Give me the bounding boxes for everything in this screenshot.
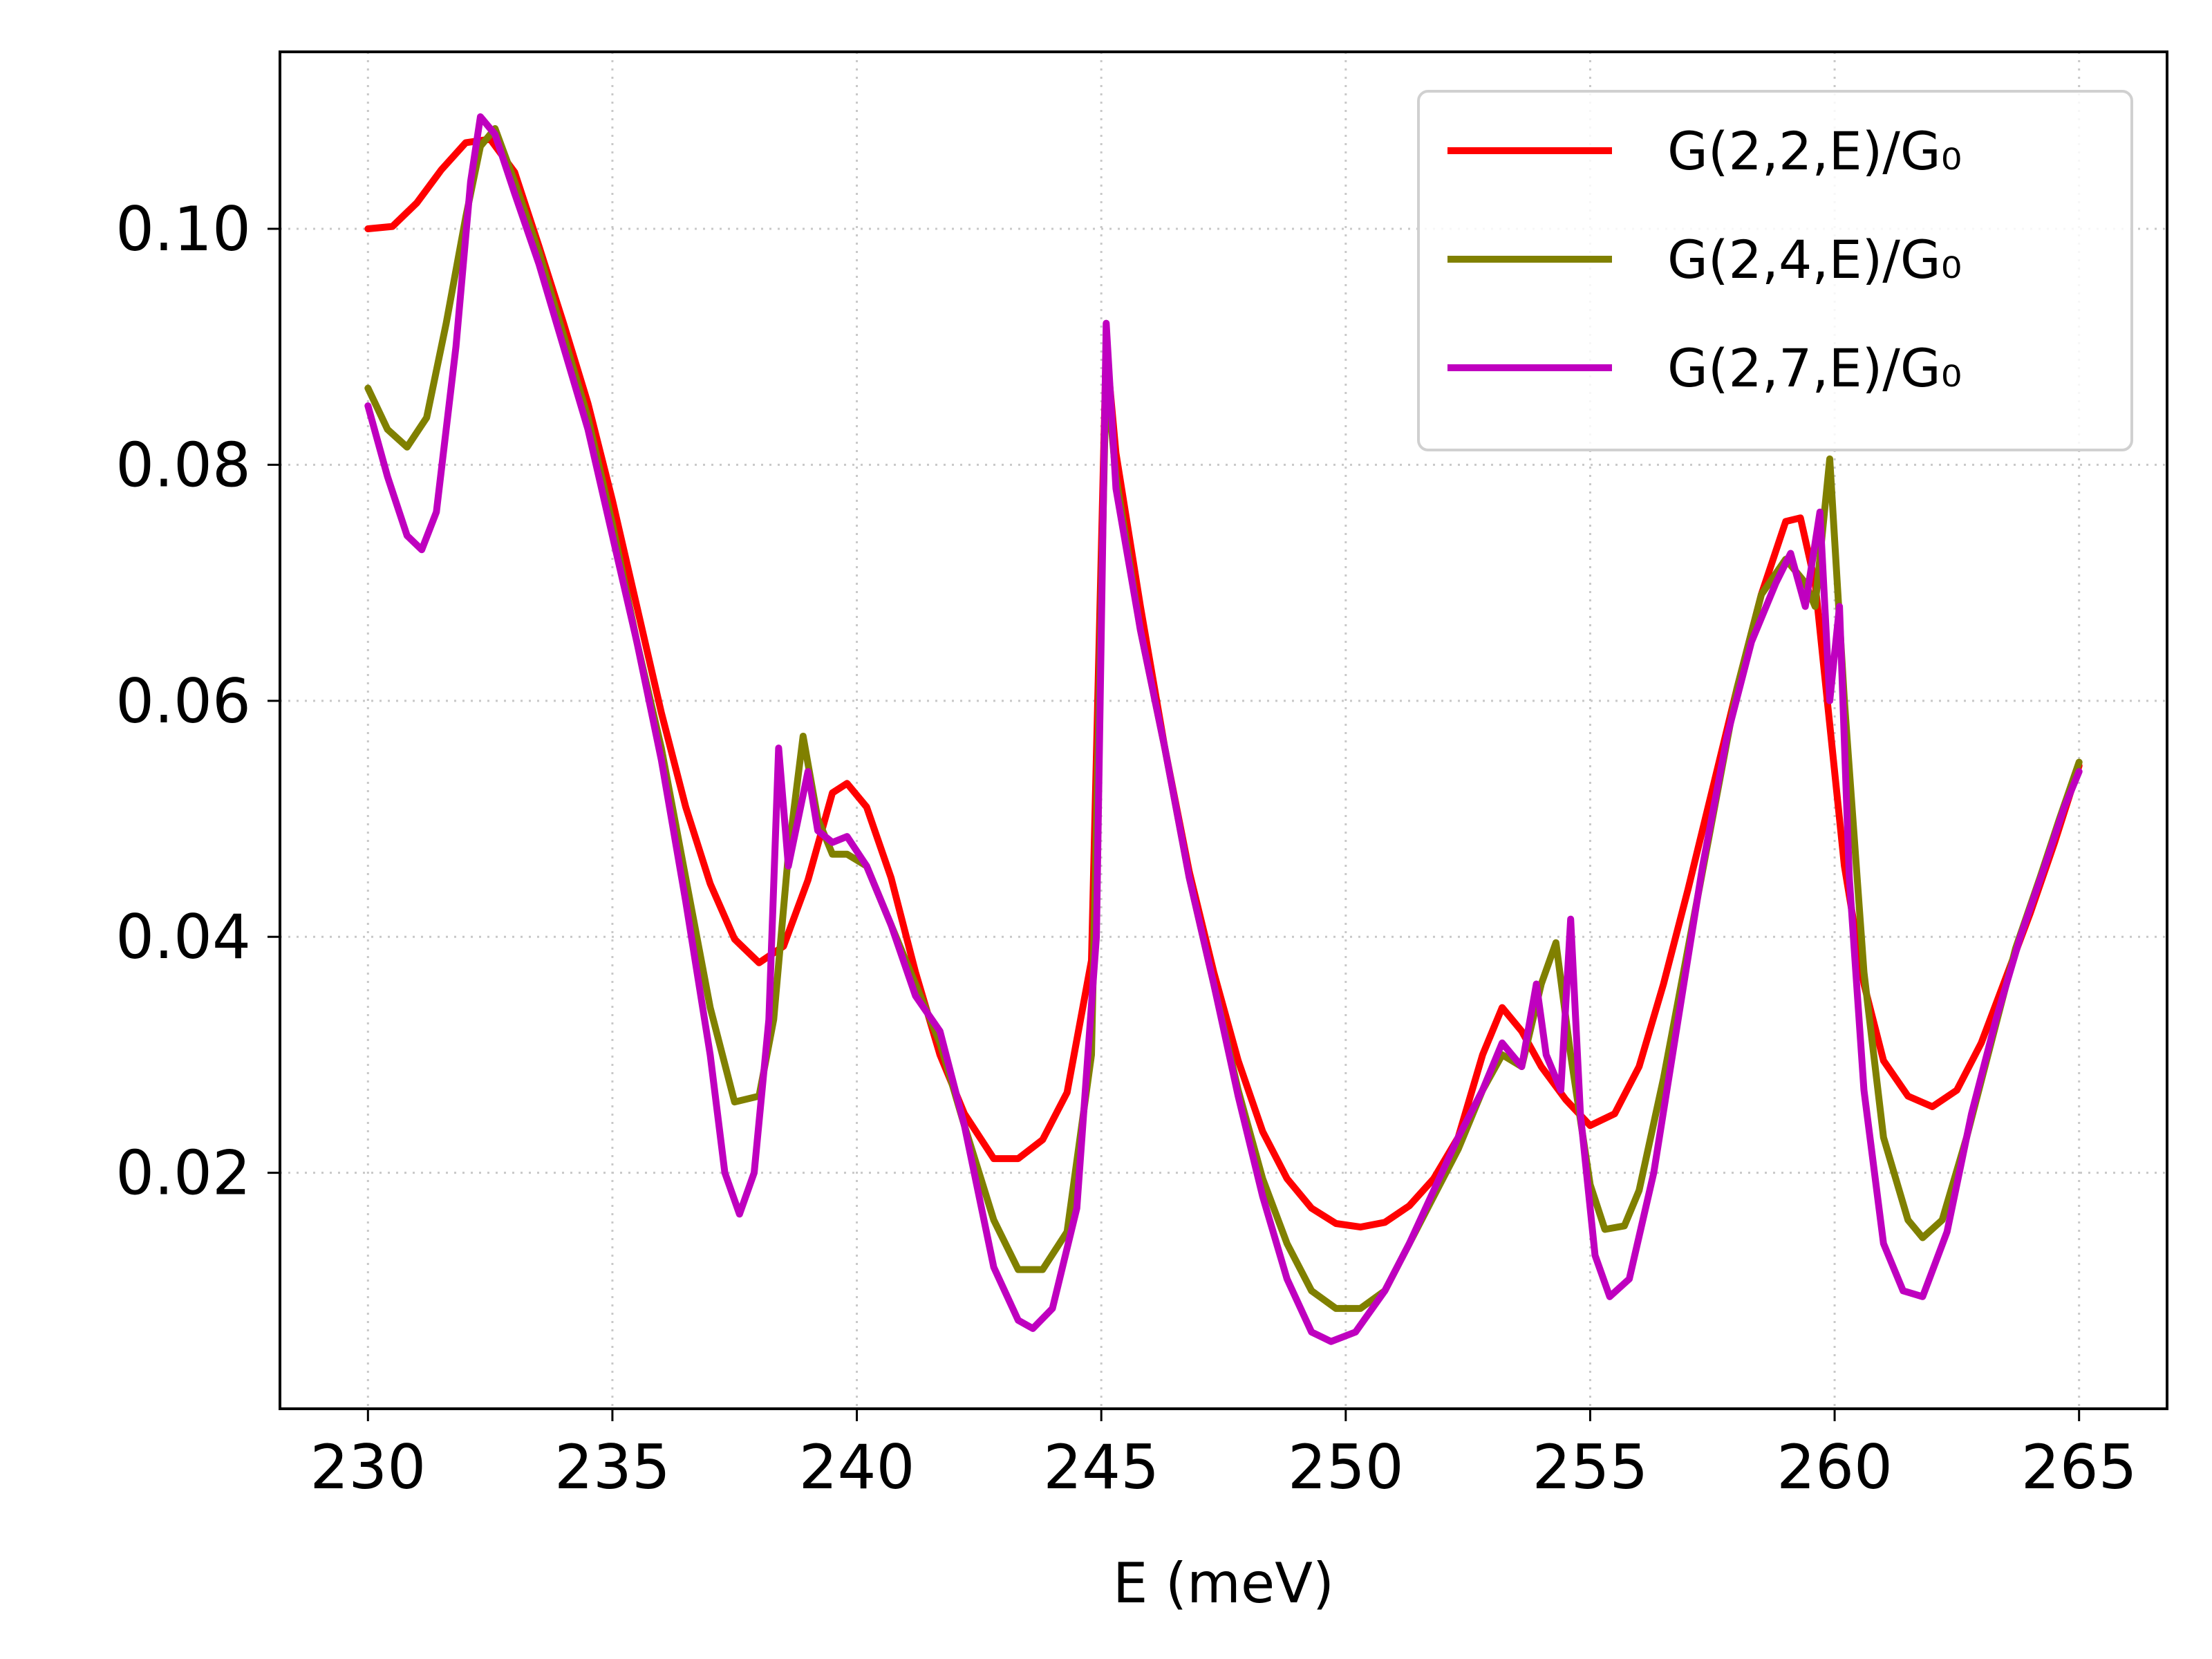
y-tick-label: 0.04 [115,901,251,973]
x-tick-label: 255 [1532,1432,1648,1503]
legend-label: G(2,7,E)/G₀ [1667,337,1962,399]
y-tick-label: 0.08 [115,429,251,500]
series-layer [364,113,2083,1345]
y-tick-label: 0.06 [115,666,251,737]
legend-label: G(2,4,E)/G₀ [1667,229,1962,290]
x-tick-label: 265 [2021,1432,2137,1503]
legend-box [1417,90,2133,451]
y-axis: 0.02 0.04 0.06 0.08 0.10 [115,194,280,1209]
plot-frame [279,50,2168,1410]
y-tick-label: 0.10 [115,194,251,265]
y-tick-label: 0.02 [115,1138,251,1209]
x-axis-title: E (meV) [1113,1551,1334,1615]
x-tick-label: 230 [310,1432,426,1503]
legend: G(2,2,E)/G₀ G(2,4,E)/G₀ G(2,7,E)/G₀ [1417,90,2133,451]
x-tick-label: 260 [1777,1432,1893,1503]
x-tick-label: 235 [554,1432,671,1503]
x-tick-label: 250 [1288,1432,1404,1503]
x-tick-label: 245 [1043,1432,1159,1503]
legend-label: G(2,2,E)/G₀ [1667,120,1962,182]
x-axis: 230 235 240 245 250 255 260 265 [310,1409,2137,1503]
x-tick-label: 240 [799,1432,915,1503]
series-line-3 [364,113,2083,1345]
